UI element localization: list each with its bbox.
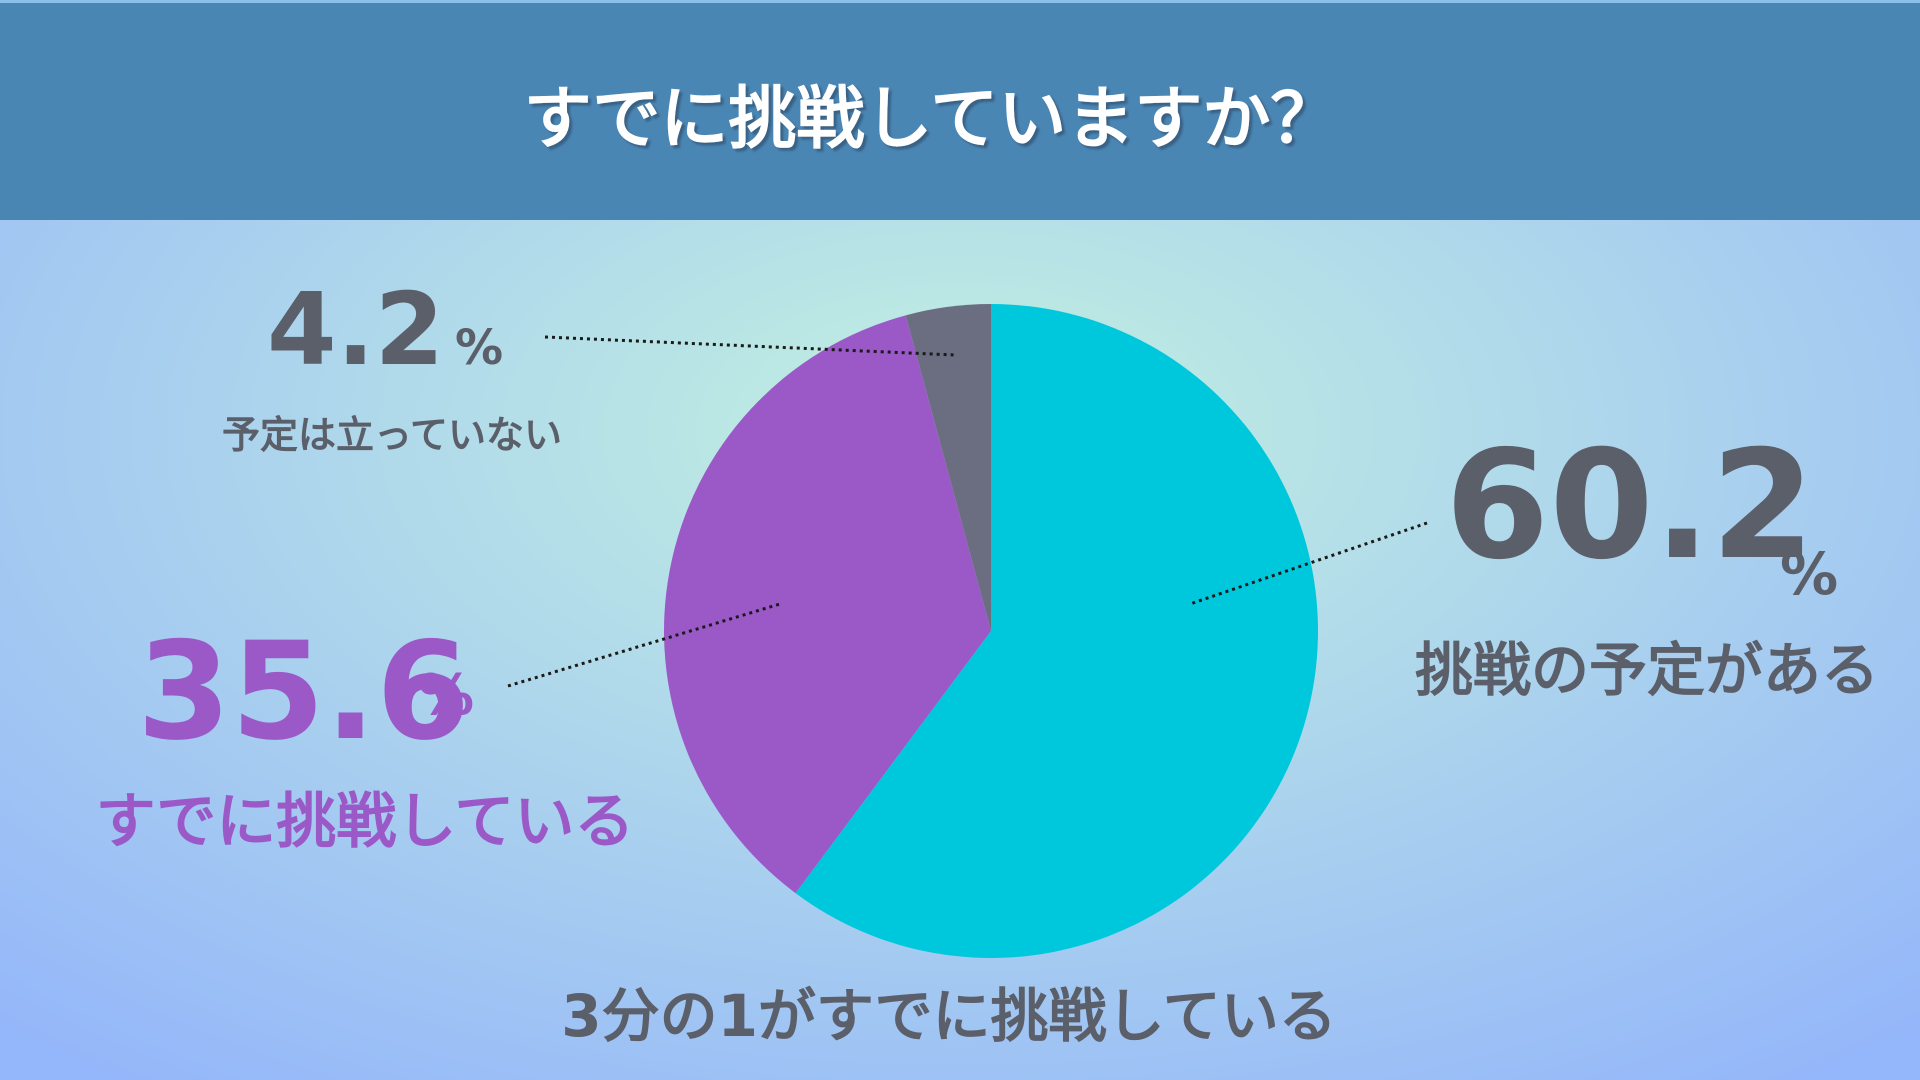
value-label: 4.2 (267, 271, 444, 388)
unit-label: % (1780, 540, 1838, 608)
unit-label: % (455, 320, 503, 376)
leader-line (507, 602, 781, 688)
pie-slice (905, 304, 991, 631)
header-edge (0, 0, 1920, 3)
unit-label: % (418, 663, 474, 728)
pie-slice (795, 304, 1319, 959)
leader-line (544, 335, 956, 357)
footnote: 3分の1がすでに挑戦している (561, 982, 1337, 1050)
chart-title: すでに挑戦していますか？ (524, 80, 1339, 159)
pie-slice (663, 315, 991, 894)
header (0, 0, 1920, 220)
value-label: 60.2 (1445, 419, 1815, 593)
value-label: 35.6 (137, 613, 470, 770)
category-label: すでに挑戦している (96, 787, 635, 857)
category-label: 挑戦の予定がある (1415, 636, 1879, 704)
category-label: 予定は立っていない (222, 413, 562, 457)
